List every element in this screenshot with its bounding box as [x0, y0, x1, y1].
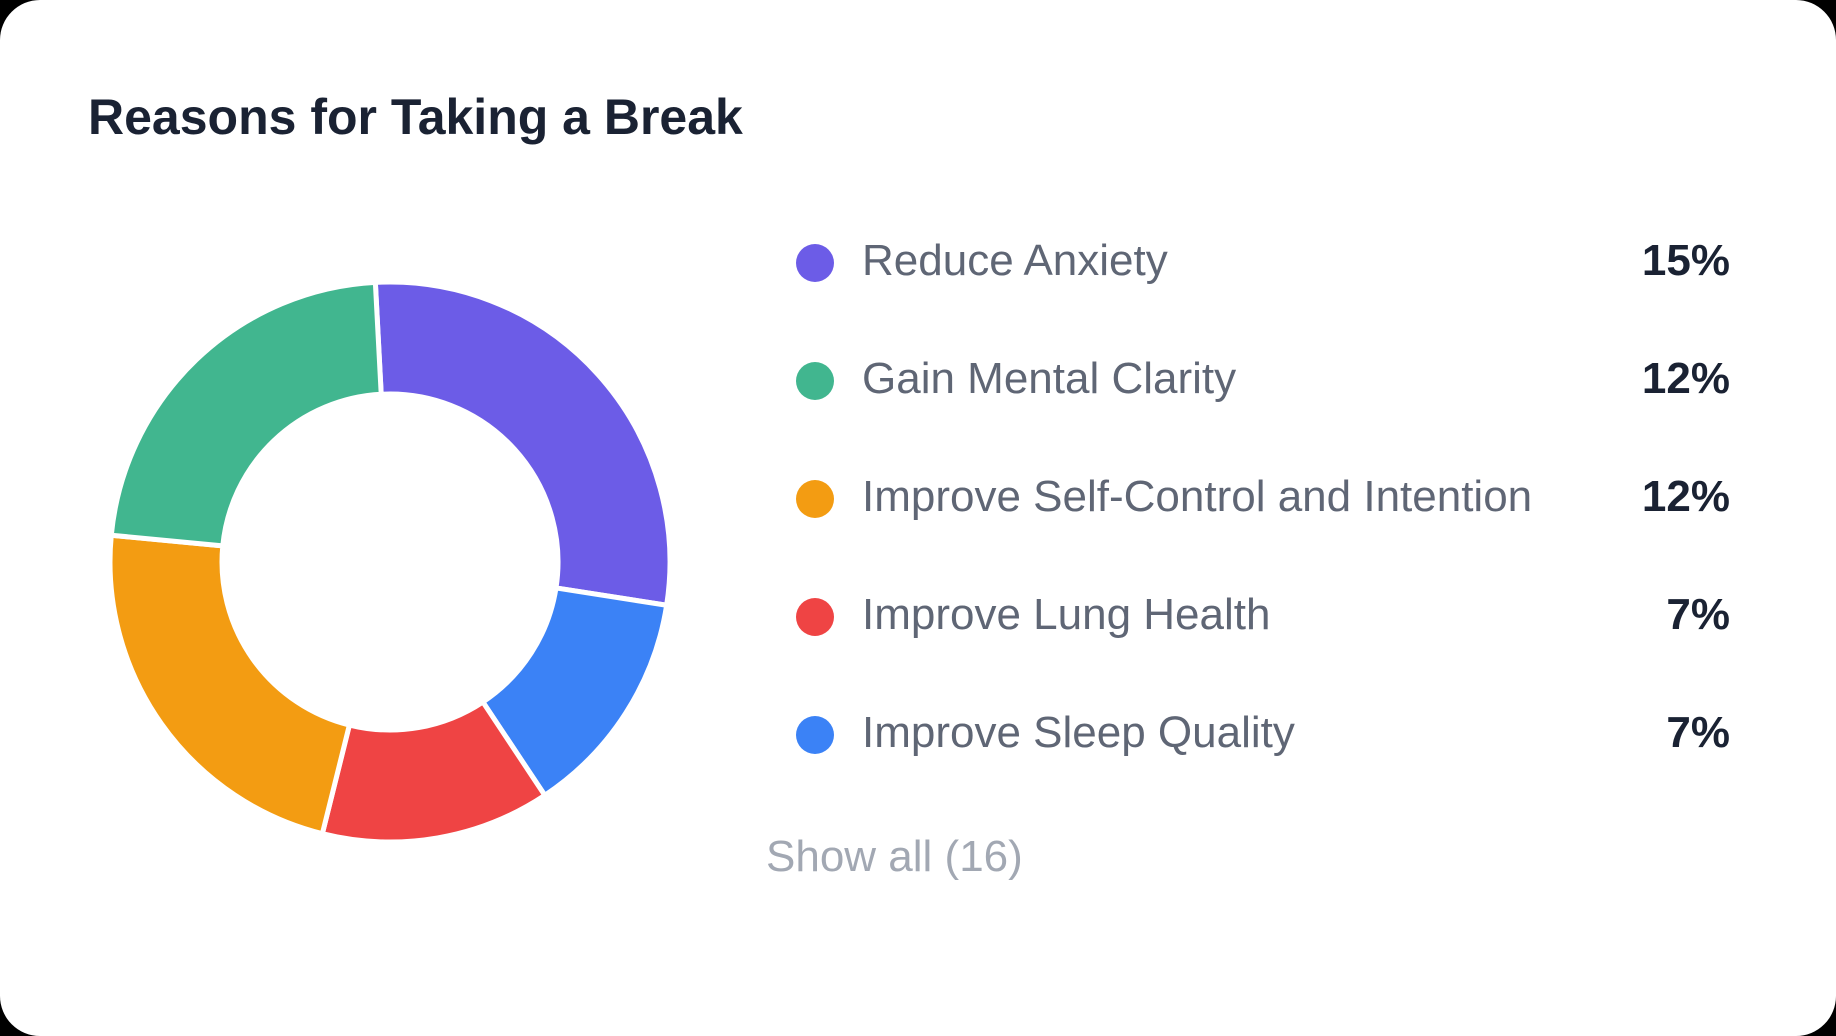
legend-color-dot: [796, 716, 834, 754]
legend-value: 15%: [1641, 236, 1730, 285]
legend-item: Improve Lung Health 7%: [790, 586, 1730, 704]
legend-value: 7%: [1666, 708, 1730, 757]
chart-title: Reasons for Taking a Break: [88, 89, 743, 145]
donut-slices: [107, 279, 673, 845]
legend-label: Gain Mental Clarity: [862, 354, 1237, 403]
legend-label: Improve Lung Health: [862, 590, 1271, 639]
show-all-link[interactable]: Show all (16): [766, 832, 1023, 881]
donut-chart: [107, 279, 673, 845]
donut-slice: [372, 279, 673, 608]
legend: Reduce Anxiety 15% Gain Mental Clarity 1…: [790, 232, 1730, 822]
legend-value: 12%: [1641, 354, 1730, 403]
legend-color-dot: [796, 480, 834, 518]
legend-color-dot: [796, 362, 834, 400]
legend-color-dot: [796, 244, 834, 282]
legend-item: Improve Sleep Quality 7%: [790, 704, 1730, 822]
legend-value: 7%: [1666, 590, 1730, 639]
donut-slice: [108, 279, 384, 549]
legend-label: Reduce Anxiety: [862, 236, 1168, 285]
legend-item: Gain Mental Clarity 12%: [790, 350, 1730, 468]
legend-value: 12%: [1641, 472, 1730, 521]
legend-color-dot: [796, 598, 834, 636]
donut-slice: [107, 532, 352, 837]
legend-item: Improve Self-Control and Intention 12%: [790, 468, 1730, 586]
legend-label: Improve Self-Control and Intention: [862, 472, 1533, 521]
legend-item: Reduce Anxiety 15%: [790, 232, 1730, 350]
legend-label: Improve Sleep Quality: [862, 708, 1295, 757]
